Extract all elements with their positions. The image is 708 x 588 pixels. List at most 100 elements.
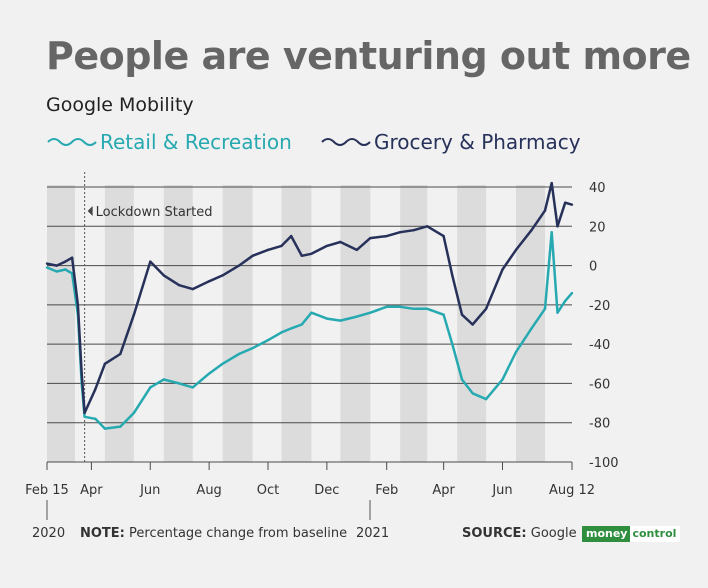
y-tick-label: 20 [589,220,606,235]
data-point-retail [442,313,445,316]
footer-note-text: Percentage change from baseline [124,526,348,541]
data-point-grocery [355,248,358,252]
data-point-retail [471,392,474,395]
data-point-grocery [484,307,488,310]
data-point-retail [556,311,559,314]
moneycontrol-logo: money control [582,525,681,543]
data-point-retail [237,352,241,356]
data-point-retail [570,291,574,295]
data-point-retail [149,386,152,389]
data-point-retail [221,362,224,365]
logo-part-b: control [630,526,681,542]
data-point-grocery [251,254,254,257]
data-point-grocery [442,234,445,238]
data-point-grocery [412,229,415,232]
legend-swatch-grocery-icon [321,138,371,146]
data-point-grocery [564,201,567,204]
lockdown-label: Lockdown Started [96,205,213,220]
lockdown-arrow-icon [87,206,93,216]
data-point-grocery [300,254,303,257]
legend-label-grocery: Grocery & Pharmacy [374,130,581,154]
legend-item-retail: Retail & Recreation [46,130,292,154]
x-tick-label: Aug 12 [549,483,595,498]
month-band-1 [104,185,134,462]
data-point-retail [94,417,97,420]
data-point-grocery [339,240,342,244]
data-point-grocery [266,248,270,252]
data-point-retail [369,311,372,314]
y-tick-label: 0 [589,260,597,275]
data-point-grocery [94,388,97,391]
data-point-grocery [460,313,464,316]
x-tick-label: Feb 15 [25,483,69,498]
data-point-grocery [426,225,429,228]
data-point-grocery [310,252,313,255]
data-point-retail [310,311,313,314]
data-point-retail [460,378,464,381]
data-point-retail [251,346,254,350]
legend-item-grocery: Grocery & Pharmacy [320,130,581,154]
data-point-retail [385,305,388,309]
data-point-grocery [103,362,107,365]
data-point-grocery [162,274,165,277]
data-point-grocery [132,313,136,316]
data-point-retail [501,378,504,381]
data-point-retail [550,230,553,234]
chart-title: People are venturing out more [46,34,691,78]
data-point-retail [45,266,49,269]
footer-source: SOURCE: Google [462,526,577,541]
data-point-grocery [501,268,504,271]
x-tick-label: Jun [139,483,160,498]
y-tick-label: -20 [589,299,610,314]
x-tick-label: Apr [80,483,103,498]
month-band-5 [340,185,371,462]
data-point-retail [178,382,181,385]
data-point-grocery [237,264,241,267]
data-point-grocery [550,181,553,185]
data-point-grocery [70,256,74,259]
x-tick-label: Aug [196,483,221,498]
data-point-retail [484,397,488,401]
data-point-retail [399,305,402,309]
data-point-grocery [178,284,181,287]
data-point-grocery [149,260,152,263]
data-point-retail [191,386,194,389]
x-tick-label: Feb [375,483,398,498]
data-point-grocery [514,248,518,252]
footer-year-2020: 2020 [32,526,66,541]
data-point-grocery [83,411,86,415]
month-band-0 [47,185,75,462]
data-point-retail [266,339,270,342]
data-point-grocery [119,352,122,356]
footer-source-label: SOURCE: [462,526,527,541]
data-point-retail [325,317,329,320]
data-point-grocery [556,225,559,228]
y-tick-label: -40 [589,338,610,353]
legend-label-retail: Retail & Recreation [100,130,292,154]
data-point-retail [162,378,165,381]
data-point-grocery [325,244,329,248]
data-point-grocery [530,229,533,232]
data-point-retail [83,415,86,419]
x-tick-label: Oct [257,483,279,498]
data-point-grocery [76,303,80,307]
data-point-retail [289,327,293,330]
month-band-4 [281,185,312,462]
data-point-grocery [543,209,547,212]
data-point-retail [207,372,211,375]
footer-year-2021: 2021 [356,526,390,541]
data-point-grocery [451,274,454,277]
data-point-grocery [221,274,224,277]
x-tick-label: Apr [432,483,455,498]
footer-note-label: NOTE: [80,526,125,541]
data-point-retail [103,427,107,430]
footer-note: NOTE: Percentage change from baseline [80,526,347,541]
data-point-retail [412,307,415,310]
logo-part-a: money [582,526,631,542]
data-point-retail [119,425,122,428]
footer-source-text: Google [526,526,577,541]
data-point-grocery [289,234,293,238]
x-tick-label: Jun [491,483,512,498]
data-point-grocery [55,264,58,267]
